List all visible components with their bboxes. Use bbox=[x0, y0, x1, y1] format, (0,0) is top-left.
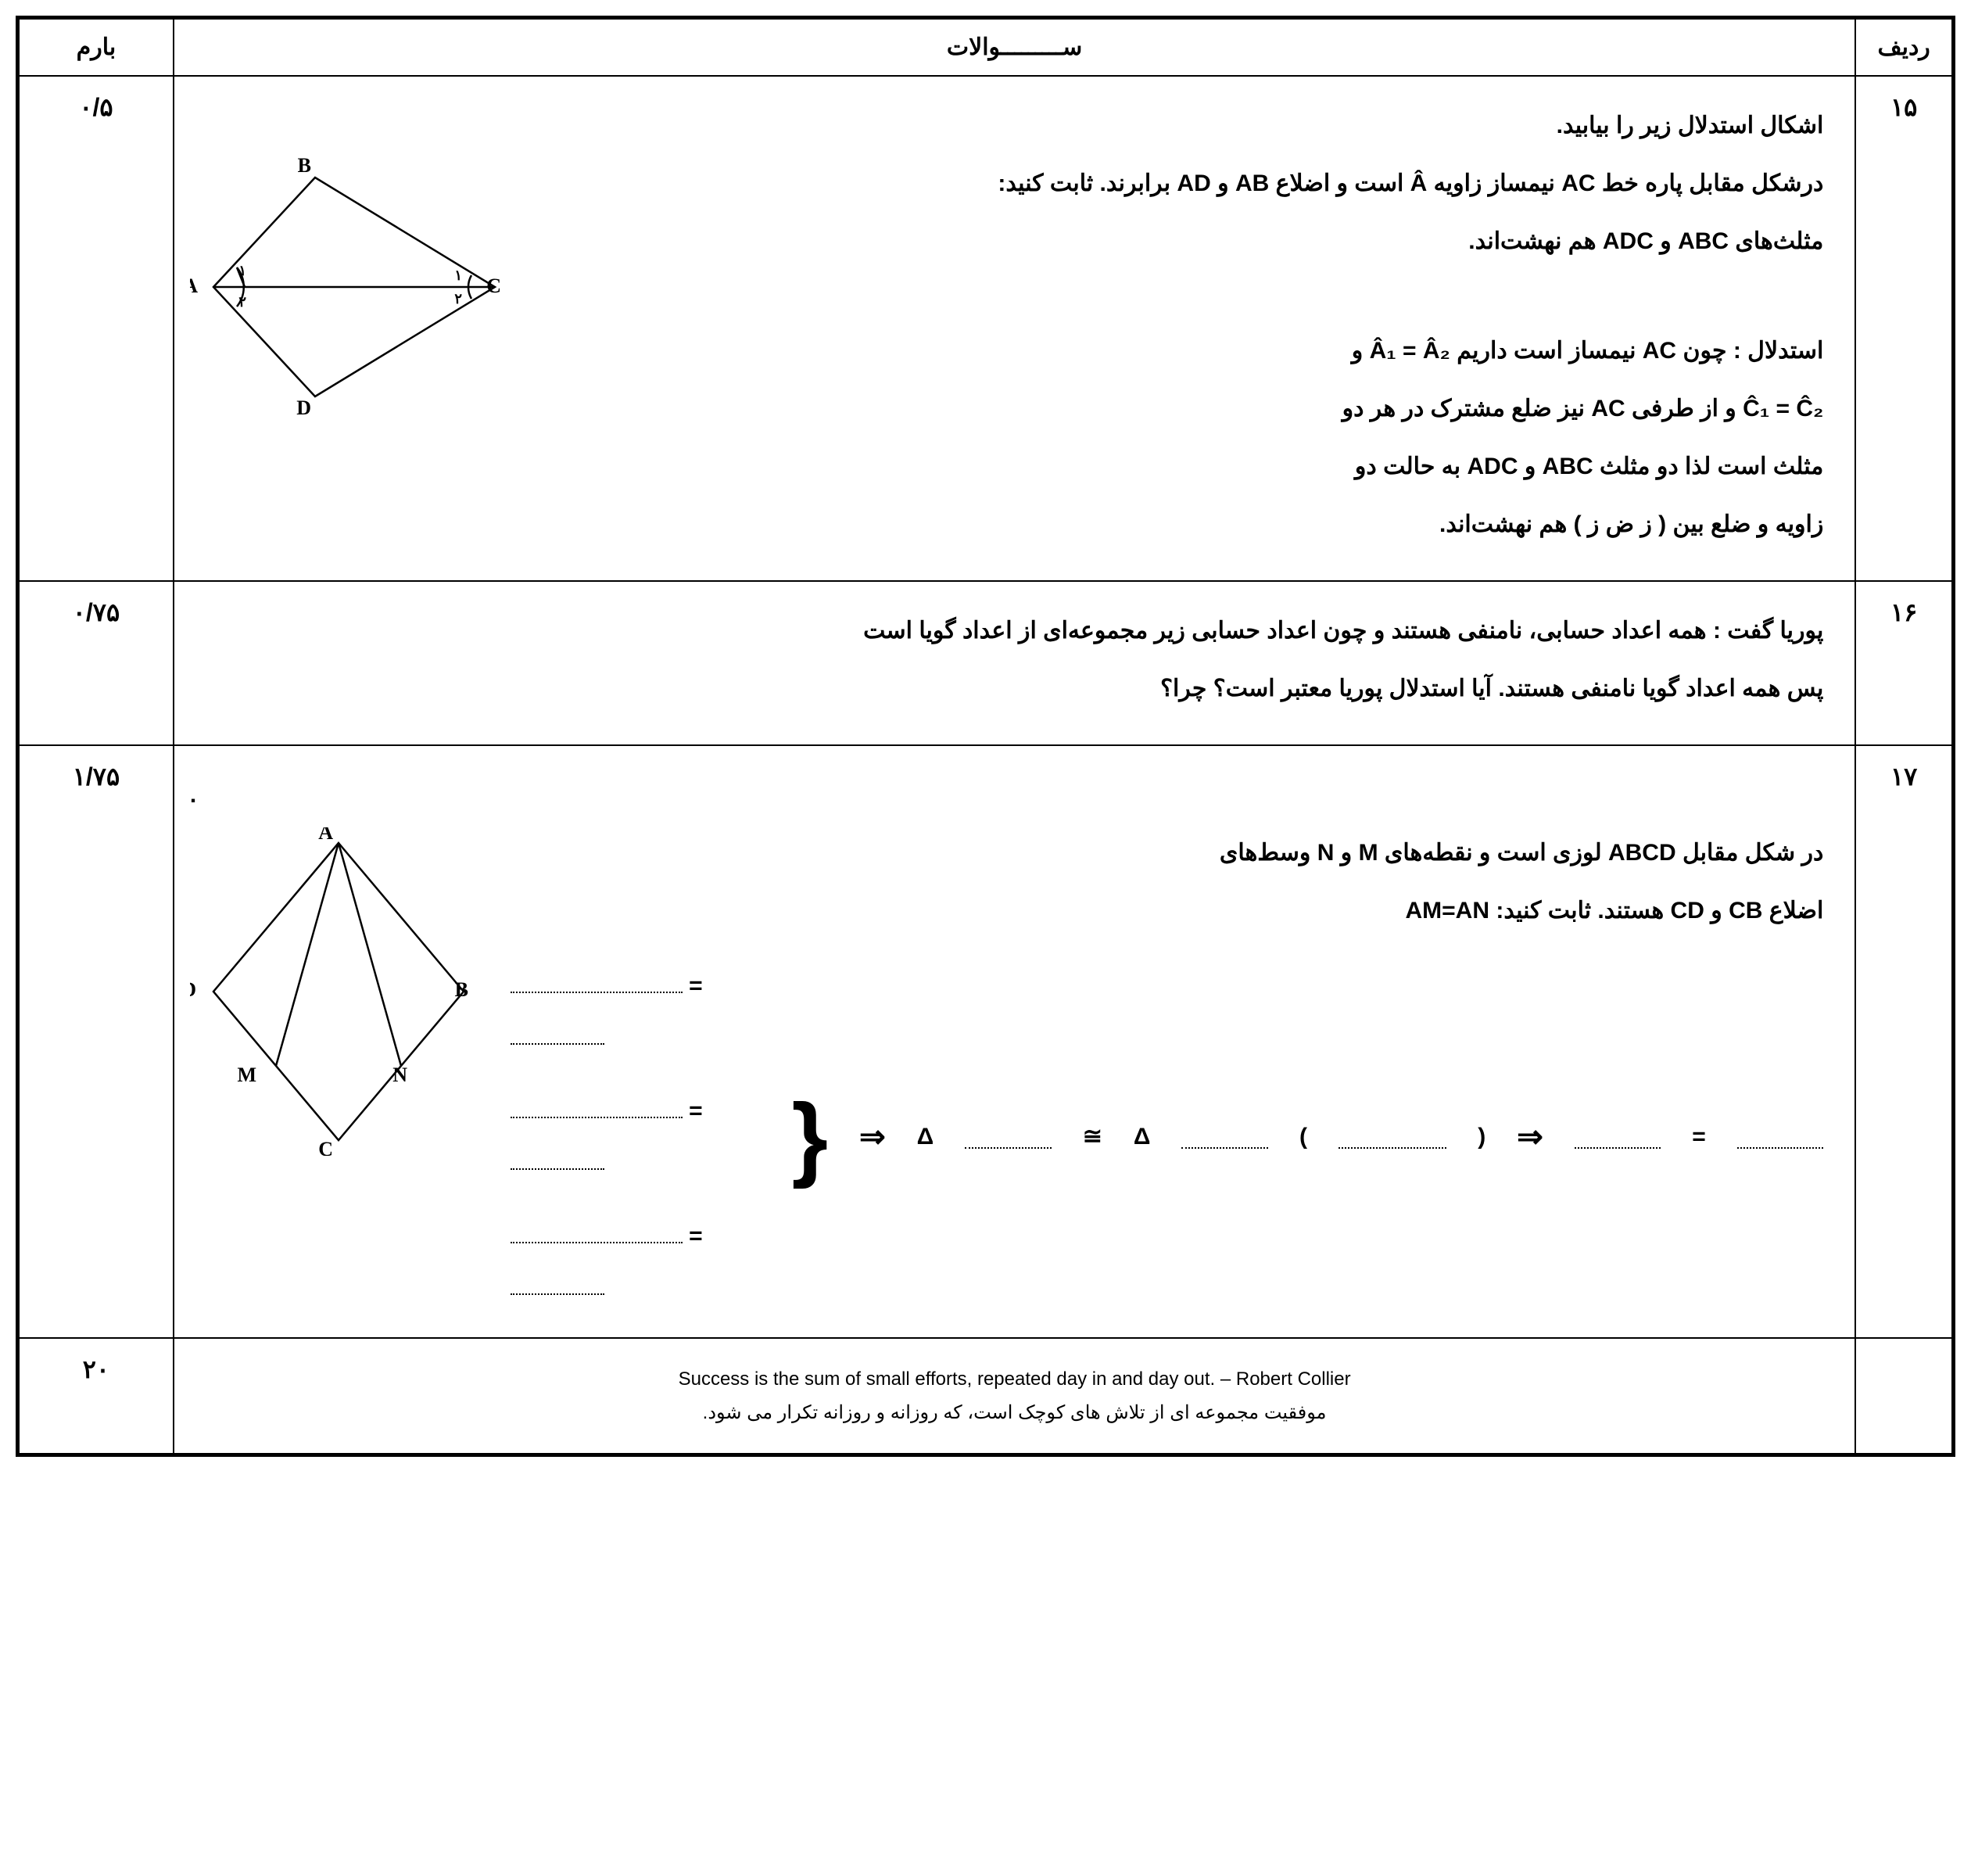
label-C2: ۲ bbox=[454, 291, 462, 307]
q15-line5: Ĉ₁ = Ĉ₂ و از طرفی AC نیز ضلع مشترک در هر… bbox=[542, 383, 1824, 435]
paren-close: ) bbox=[1478, 1111, 1485, 1163]
arrow-icon: ⇒ bbox=[1517, 1103, 1543, 1171]
triangle-icon: Δ bbox=[917, 1111, 934, 1163]
header-score: بارم bbox=[19, 19, 174, 76]
q15-line6: مثلث است لذا دو مثلث ABC و ADC به حالت د… bbox=[542, 441, 1824, 493]
header-row-num: ردیف bbox=[1855, 19, 1952, 76]
paren-open: ( bbox=[1299, 1111, 1307, 1163]
footer-quote: Success is the sum of small efforts, rep… bbox=[174, 1338, 1856, 1454]
q17-intro: . bbox=[190, 769, 1824, 821]
blank-line bbox=[511, 1220, 683, 1243]
blank-line bbox=[1338, 1125, 1446, 1149]
kite-diagram: A B C D ۱ ۲ ۱ ۲ bbox=[190, 158, 518, 416]
blank-line bbox=[965, 1125, 1052, 1149]
blank-line bbox=[1181, 1125, 1268, 1149]
footer-fa: موفقیت مجموعه ای از تلاش های کوچک است، ک… bbox=[198, 1396, 1832, 1429]
header-questions: ســـــــــوالات bbox=[174, 19, 1856, 76]
label-D: D bbox=[190, 978, 196, 1001]
score-15: ۰/۵ bbox=[19, 76, 174, 581]
label-M: M bbox=[237, 1064, 256, 1086]
rhombus-diagram: A B C D M N bbox=[190, 827, 487, 1156]
q15-line1: اشکال استدلال زیر را بیابید. bbox=[190, 100, 1824, 152]
total-score: ۲۰ bbox=[19, 1338, 174, 1454]
questions-table: ردیف ســـــــــوالات بارم ۱۵ اشکال استدل… bbox=[18, 18, 1953, 1455]
q15-line3: مثلث‌های ABC و ADC هم نهشت‌اند. bbox=[542, 216, 1824, 267]
q17-text: در شکل مقابل ABCD لوزی است و نقطه‌های M … bbox=[511, 827, 1824, 1314]
footer-en: Success is the sum of small efforts, rep… bbox=[198, 1362, 1832, 1396]
question-15: اشکال استدلال زیر را بیابید. درشکل مقابل… bbox=[174, 76, 1856, 581]
footer-empty bbox=[1855, 1338, 1952, 1454]
row-number: ۱۷ bbox=[1855, 745, 1952, 1338]
q15-figure: A B C D ۱ ۲ ۱ ۲ bbox=[190, 158, 518, 416]
label-A1: ۱ bbox=[238, 263, 246, 278]
header-row: ردیف ســـــــــوالات بارم bbox=[19, 19, 1952, 76]
row-number: ۱۵ bbox=[1855, 76, 1952, 581]
footer-row: Success is the sum of small efforts, rep… bbox=[19, 1338, 1952, 1454]
arrow-icon: ⇒ bbox=[859, 1103, 886, 1171]
label-C: C bbox=[318, 1138, 333, 1156]
question-17: . در شکل مقابل ABCD لوزی است و نقطه‌های … bbox=[174, 745, 1856, 1338]
blank-line bbox=[511, 1095, 683, 1118]
q15-text: درشکل مقابل پاره خط AC نیمساز زاویه Â اس… bbox=[542, 158, 1824, 557]
blank-line bbox=[511, 1146, 604, 1170]
blank-line bbox=[1737, 1125, 1824, 1149]
label-D: D bbox=[296, 396, 311, 416]
row-number: ۱۶ bbox=[1855, 581, 1952, 745]
q15-line7: زاویه و ضلع بین ( ز ض ز ) هم نهشت‌اند. bbox=[542, 499, 1824, 551]
triangle-icon: Δ bbox=[1134, 1111, 1151, 1163]
score-16: ۰/۷۵ bbox=[19, 581, 174, 745]
table-row: ۱۶ پوریا گفت : همه اعداد حسابی، نامنفی ه… bbox=[19, 581, 1952, 745]
label-C: C bbox=[486, 274, 501, 297]
proof-structure: = = = } ⇒ Δ ≅ Δ bbox=[511, 960, 1824, 1314]
blank-line bbox=[511, 970, 683, 993]
table-row: ۱۵ اشکال استدلال زیر را بیابید. درشکل مق… bbox=[19, 76, 1952, 581]
label-A: A bbox=[190, 274, 198, 297]
table-row: ۱۷ . در شکل مقابل ABCD لوزی است و نقطه‌ه… bbox=[19, 745, 1952, 1338]
q15-line2: درشکل مقابل پاره خط AC نیمساز زاویه Â اس… bbox=[542, 158, 1824, 210]
q17-line1: در شکل مقابل ABCD لوزی است و نقطه‌های M … bbox=[511, 827, 1824, 879]
label-B: B bbox=[455, 978, 468, 1001]
exam-page: ردیف ســـــــــوالات بارم ۱۵ اشکال استدل… bbox=[16, 16, 1955, 1457]
label-A2: ۲ bbox=[238, 294, 246, 310]
q16-line1: پوریا گفت : همه اعداد حسابی، نامنفی هستن… bbox=[190, 605, 1824, 657]
q15-line4: استدلال : چون AC نیمساز است داریم Â₁ = Â… bbox=[542, 325, 1824, 377]
congruent-symbol: ≅ bbox=[1083, 1111, 1102, 1163]
blank-line bbox=[511, 1272, 604, 1295]
question-16: پوریا گفت : همه اعداد حسابی، نامنفی هستن… bbox=[174, 581, 1856, 745]
label-A: A bbox=[318, 827, 333, 844]
blank-line bbox=[511, 1021, 604, 1045]
blank-line bbox=[1575, 1125, 1661, 1149]
q16-line2: پس همه اعداد گویا نامنفی هستند. آیا استد… bbox=[190, 663, 1824, 715]
score-17: ۱/۷۵ bbox=[19, 745, 174, 1338]
q17-line2: اضلاع CB و CD هستند. ثابت کنید: AM=AN bbox=[511, 885, 1824, 937]
label-B: B bbox=[298, 158, 311, 177]
label-N: N bbox=[392, 1064, 407, 1086]
q17-figure: A B C D M N bbox=[190, 827, 487, 1156]
brace-icon: } bbox=[791, 1104, 828, 1170]
label-C1: ۱ bbox=[454, 267, 462, 283]
